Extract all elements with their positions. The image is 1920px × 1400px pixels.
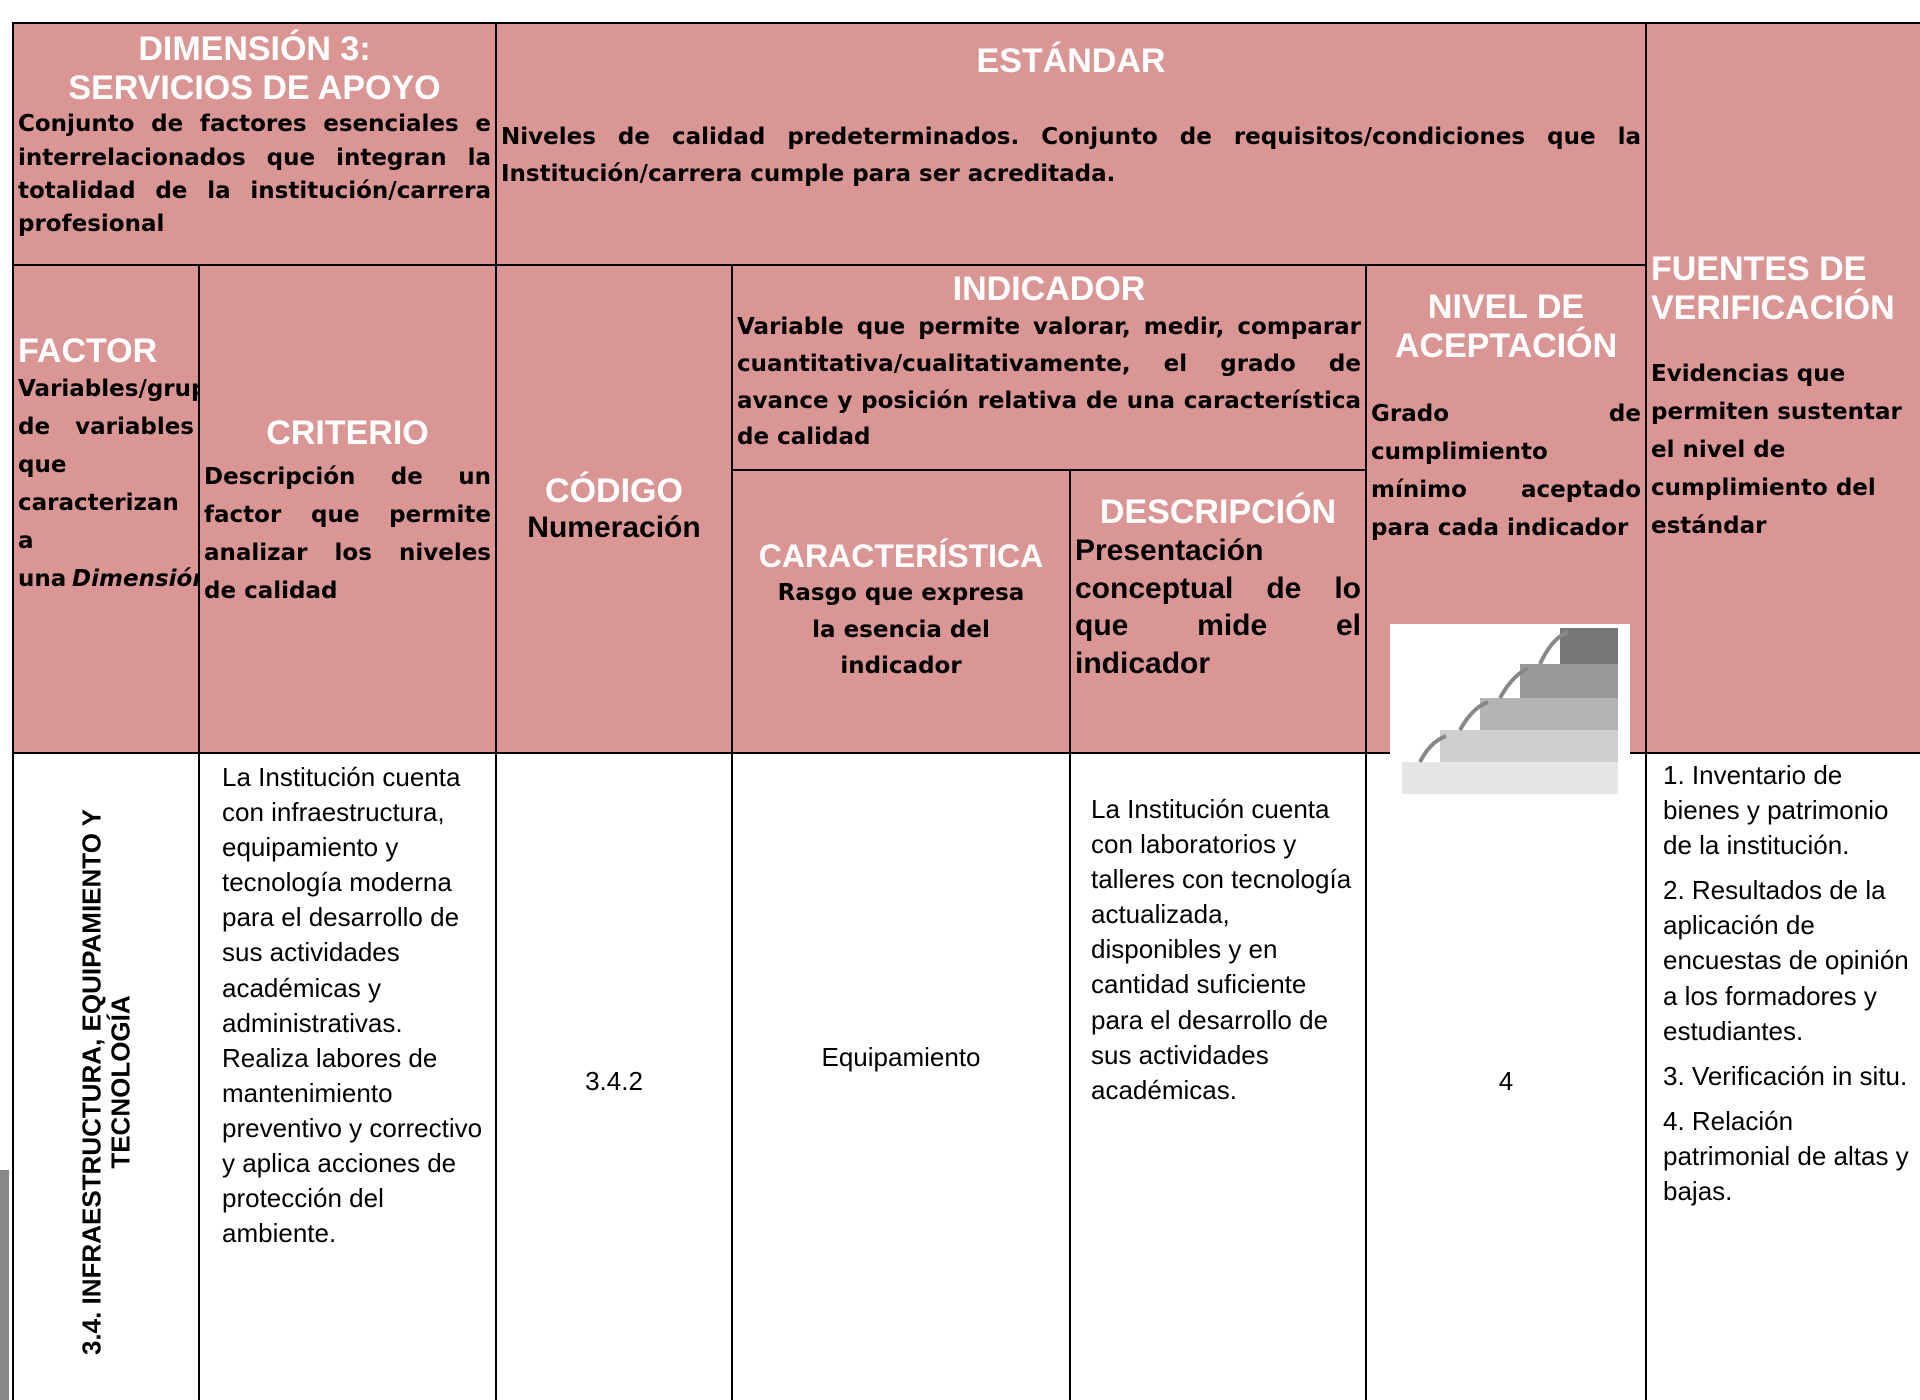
- caracteristica-title: CARACTERÍSTICA: [758, 537, 1044, 574]
- criterio-title: CRITERIO: [266, 414, 429, 452]
- indicador-header: INDICADOR Variable que permite valorar, …: [731, 264, 1367, 471]
- factor-value: 3.4. INFRAESTRUCTURA, EQUIPAMIENTO Y TEC…: [76, 808, 135, 1356]
- factor-description-text: Variables/grupo de variables que caracte…: [18, 376, 198, 592]
- descripcion-value: La Institución cuenta con laboratorios y…: [1091, 794, 1352, 1105]
- dimension-title: DIMENSIÓN 3:: [138, 30, 371, 68]
- criterio-description: Descripción de un factor que permite ana…: [204, 464, 491, 604]
- estandar-description: Niveles de calidad predeterminados. Conj…: [501, 124, 1641, 187]
- criterio-header: CRITERIO Descripción de un factor que pe…: [198, 264, 497, 754]
- codigo-cell: 3.4.2: [495, 752, 733, 1400]
- factor-description-emphasis: Dimensión: [72, 565, 200, 592]
- fuentes-title: FUENTES DE VERIFICACIÓN: [1651, 250, 1895, 328]
- codigo-value: 3.4.2: [585, 1066, 643, 1097]
- fuente-item: 4. Relación patrimonial de altas y bajas…: [1663, 1105, 1909, 1207]
- dimension-description: Conjunto de factores esenciales e interr…: [18, 111, 491, 238]
- dimension-subtitle: SERVICIOS DE APOYO: [68, 69, 441, 108]
- nivel-value: 4: [1498, 1066, 1514, 1096]
- descripcion-title: DESCRIPCIÓN: [1099, 493, 1337, 531]
- caracteristica-header: CARACTERÍSTICA Rasgo que expresa la esen…: [731, 469, 1071, 754]
- codigo-subtitle: Numeración: [527, 511, 701, 545]
- fuentes-cell: 1. Inventario de bienes y patrimonio de …: [1645, 752, 1920, 1400]
- edge-bar: [0, 1170, 9, 1400]
- fuente-item: 2. Resultados de la aplicación de encues…: [1663, 875, 1909, 1046]
- factor-description: Variables/grupo de variables que caracte…: [18, 371, 198, 599]
- fuente-item: 1. Inventario de bienes y patrimonio de …: [1663, 760, 1889, 861]
- indicador-description: Variable que permite valorar, medir, com…: [737, 314, 1361, 451]
- staircase-thumbnail: [1390, 624, 1630, 810]
- descripcion-cell: La Institución cuenta con laboratorios y…: [1069, 752, 1367, 1400]
- codigo-header: CÓDIGO Numeración: [495, 264, 733, 754]
- indicador-title: INDICADOR: [952, 270, 1146, 308]
- caracteristica-description: Rasgo que expresa la esencia del indicad…: [777, 579, 1025, 680]
- caracteristica-value: Equipamiento: [821, 1042, 981, 1072]
- caracteristica-cell: Equipamiento: [731, 752, 1071, 1400]
- codigo-title: CÓDIGO: [545, 472, 683, 511]
- factor-cell: 3.4. INFRAESTRUCTURA, EQUIPAMIENTO Y TEC…: [12, 752, 200, 1400]
- nivel-cell: 4: [1365, 752, 1647, 1400]
- fuente-item: 3. Verificación in situ.: [1663, 1060, 1908, 1091]
- nivel-description: Grado de cumplimiento mínimo aceptado pa…: [1371, 401, 1641, 541]
- fuentes-description: Evidencias que permiten sustentar el niv…: [1651, 361, 1902, 539]
- factor-title: FACTOR: [18, 332, 158, 370]
- descripcion-description: Presentación conceptual de lo que mide e…: [1075, 534, 1361, 680]
- criterio-cell: La Institución cuenta con infraestructur…: [198, 752, 497, 1400]
- dimension-cell: DIMENSIÓN 3: SERVICIOS DE APOYO Conjunto…: [12, 22, 497, 266]
- nivel-title: NIVEL DE ACEPTACIÓN: [1394, 288, 1618, 366]
- fuentes-header: FUENTES DE VERIFICACIÓN Evidencias que p…: [1645, 22, 1920, 754]
- factor-header: FACTOR Variables/grupo de variables que …: [12, 264, 200, 754]
- estandar-cell: ESTÁNDAR Niveles de calidad predetermina…: [495, 22, 1647, 266]
- criterio-value: La Institución cuenta con infraestructur…: [222, 762, 483, 1249]
- descripcion-header: DESCRIPCIÓN Presentación conceptual de l…: [1069, 469, 1367, 754]
- estandar-title: ESTÁNDAR: [976, 42, 1166, 80]
